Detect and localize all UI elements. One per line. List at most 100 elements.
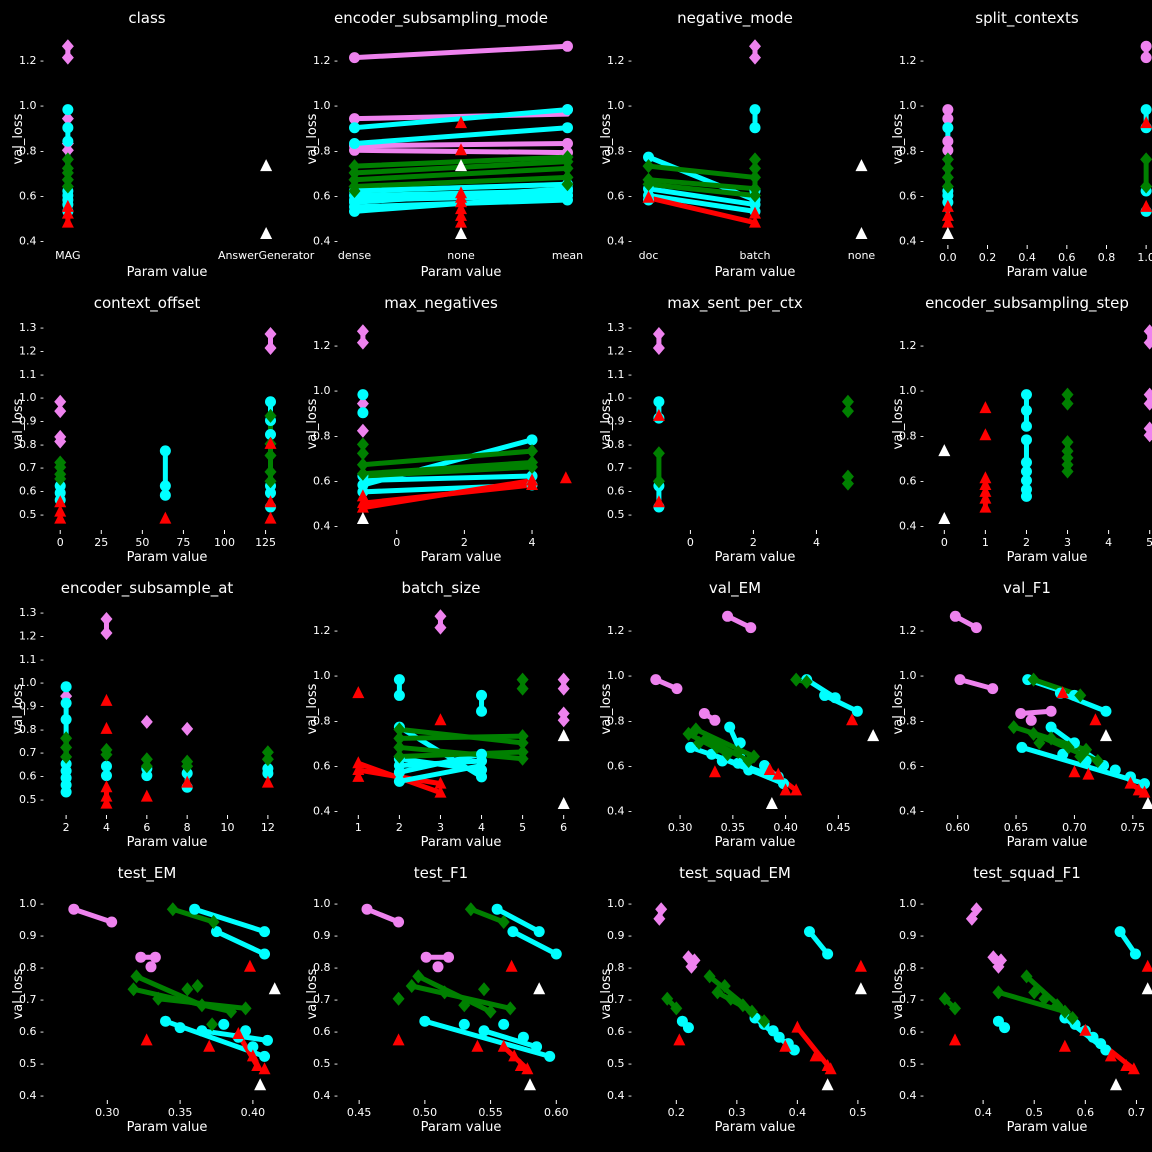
data-point — [264, 327, 277, 342]
y-axis-label: val_loss — [11, 968, 26, 1019]
data-point — [100, 721, 113, 734]
y-axis-label: val_loss — [891, 683, 906, 734]
x-tick-label: 2 — [63, 821, 70, 834]
x-tick-label: 0.30 — [95, 1106, 120, 1119]
y-tick-label: 0.8 - — [313, 714, 338, 727]
data-point — [62, 104, 74, 116]
data-point — [166, 902, 179, 917]
data-point — [942, 104, 954, 116]
chart-title: val_F1 — [1003, 579, 1051, 598]
data-point — [68, 903, 80, 915]
data-point — [356, 423, 369, 438]
data-point — [61, 111, 74, 126]
y-axis-label: val_loss — [305, 683, 320, 734]
series-line — [352, 165, 570, 183]
data-point — [218, 1018, 230, 1030]
x-tick-label: MAG — [55, 249, 80, 262]
y-tick-label: 0.9 - — [19, 699, 44, 712]
data-point — [264, 408, 277, 423]
data-point — [405, 979, 418, 993]
y-tick-label: 0.4 - — [607, 1089, 632, 1102]
y-tick-label: 0.6 - — [19, 1025, 44, 1038]
x-axis-label: Param value — [715, 835, 796, 850]
data-point — [356, 511, 369, 524]
data-point — [526, 459, 539, 474]
x-tick-label: doc — [639, 249, 659, 262]
data-point — [476, 689, 488, 701]
data-point — [949, 1033, 961, 1046]
data-point — [1140, 40, 1152, 52]
x-tick-label: 3 — [437, 821, 444, 834]
x-tick-label: 0 — [941, 536, 948, 549]
series-line — [646, 163, 758, 180]
data-point — [1091, 754, 1104, 768]
x-tick-label: none — [447, 249, 475, 262]
x-axis-label: Param value — [715, 265, 796, 280]
data-point — [61, 199, 74, 212]
x-tick-label: 4 — [813, 536, 820, 549]
data-point — [464, 902, 477, 917]
data-point — [393, 674, 405, 686]
x-tick-label: 0 — [393, 536, 400, 549]
data-point — [393, 766, 405, 778]
data-point — [824, 1062, 837, 1075]
data-point — [1061, 387, 1074, 402]
x-tick-label: 2 — [396, 821, 403, 834]
data-point — [1143, 324, 1152, 339]
data-point — [790, 672, 803, 687]
data-point — [1066, 1011, 1079, 1025]
x-tick-label: 4 — [103, 821, 110, 834]
data-point — [652, 327, 665, 342]
data-point — [471, 1039, 484, 1052]
data-point — [643, 151, 655, 163]
data-point — [349, 52, 361, 64]
x-tick-label: 125 — [255, 536, 276, 549]
data-point — [1109, 764, 1121, 776]
y-tick-label: 1.0 - — [19, 391, 44, 404]
data-point — [54, 460, 67, 475]
x-tick-label: 2 — [461, 536, 468, 549]
data-point — [356, 335, 369, 350]
data-point — [1057, 748, 1069, 760]
data-point — [531, 1041, 543, 1053]
x-tick-label: 1.0 — [1137, 251, 1152, 264]
y-tick-label: 0.9 - — [899, 929, 924, 942]
y-axis-label: val_loss — [599, 683, 614, 734]
data-point — [526, 478, 539, 491]
x-tick-label: 0.2 — [979, 251, 997, 264]
data-point — [557, 796, 570, 809]
y-tick-label: 0.6 - — [607, 1025, 632, 1038]
data-point — [524, 1078, 536, 1091]
chart-title: val_EM — [709, 579, 761, 598]
chart-title: encoder_subsample_at — [61, 579, 234, 598]
data-point — [434, 609, 447, 624]
data-point — [265, 429, 276, 441]
chart-title: batch_size — [402, 579, 481, 598]
x-tick-label: 8 — [184, 821, 191, 834]
y-tick-label: 1.3 - — [19, 321, 44, 334]
data-point — [393, 722, 406, 737]
data-point — [100, 789, 113, 802]
data-point — [1020, 389, 1032, 401]
data-point — [149, 951, 161, 963]
series-line — [396, 751, 485, 775]
data-point — [100, 770, 112, 782]
data-point — [54, 504, 67, 517]
data-point — [855, 159, 868, 172]
data-point — [749, 152, 761, 167]
data-point — [145, 961, 157, 973]
x-tick-label: 0.70 — [1062, 821, 1087, 834]
data-point — [557, 681, 570, 696]
data-point — [443, 951, 455, 963]
data-point — [822, 948, 834, 960]
data-point — [54, 404, 67, 419]
data-point — [348, 184, 361, 198]
data-point — [1068, 765, 1081, 778]
y-tick-label: 0.4 - — [607, 235, 632, 248]
y-tick-label: 1.3 - — [607, 321, 632, 334]
data-point — [210, 926, 222, 938]
series-line — [396, 763, 485, 784]
y-tick-label: 1.0 - — [19, 676, 44, 689]
y-axis-label: val_loss — [891, 113, 906, 164]
data-point — [999, 1022, 1011, 1034]
